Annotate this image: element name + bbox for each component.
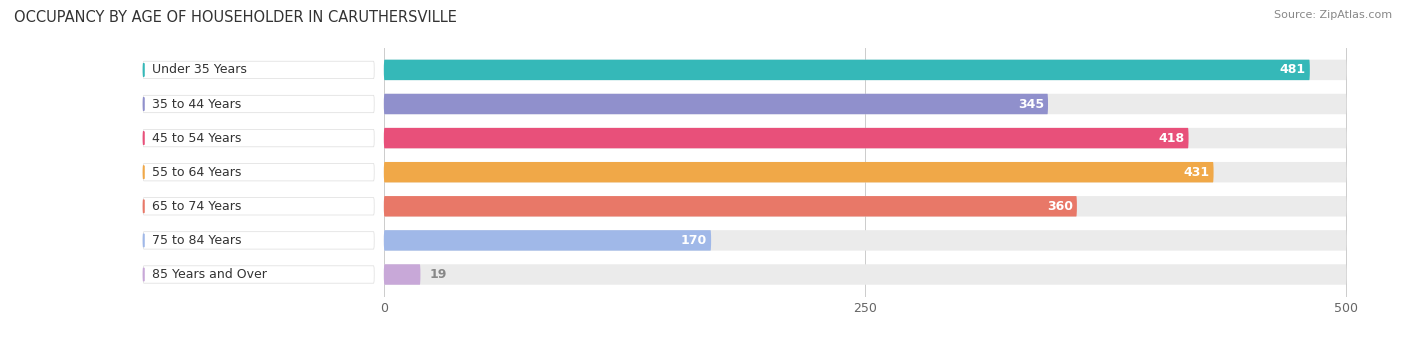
Text: 65 to 74 Years: 65 to 74 Years	[152, 200, 242, 213]
FancyBboxPatch shape	[143, 266, 374, 283]
Text: OCCUPANCY BY AGE OF HOUSEHOLDER IN CARUTHERSVILLE: OCCUPANCY BY AGE OF HOUSEHOLDER IN CARUT…	[14, 10, 457, 25]
FancyBboxPatch shape	[384, 264, 420, 285]
FancyBboxPatch shape	[143, 61, 374, 79]
FancyBboxPatch shape	[384, 230, 711, 251]
FancyBboxPatch shape	[384, 60, 1310, 80]
FancyBboxPatch shape	[384, 264, 1347, 285]
FancyBboxPatch shape	[384, 196, 1347, 217]
FancyBboxPatch shape	[384, 162, 1347, 182]
Text: 75 to 84 Years: 75 to 84 Years	[152, 234, 242, 247]
FancyBboxPatch shape	[384, 196, 1077, 217]
Text: Under 35 Years: Under 35 Years	[152, 63, 247, 76]
Text: 360: 360	[1047, 200, 1073, 213]
Text: 431: 431	[1184, 166, 1209, 179]
FancyBboxPatch shape	[384, 128, 1188, 148]
Text: 45 to 54 Years: 45 to 54 Years	[152, 132, 242, 145]
FancyBboxPatch shape	[143, 232, 374, 249]
Text: 170: 170	[681, 234, 707, 247]
Text: 418: 418	[1159, 132, 1185, 145]
Text: Source: ZipAtlas.com: Source: ZipAtlas.com	[1274, 10, 1392, 20]
Text: 345: 345	[1018, 98, 1045, 110]
FancyBboxPatch shape	[384, 230, 1347, 251]
FancyBboxPatch shape	[143, 198, 374, 215]
Text: 55 to 64 Years: 55 to 64 Years	[152, 166, 242, 179]
FancyBboxPatch shape	[384, 128, 1347, 148]
Text: 35 to 44 Years: 35 to 44 Years	[152, 98, 240, 110]
Text: 85 Years and Over: 85 Years and Over	[152, 268, 267, 281]
FancyBboxPatch shape	[384, 60, 1347, 80]
FancyBboxPatch shape	[384, 94, 1347, 114]
FancyBboxPatch shape	[143, 95, 374, 113]
Text: 481: 481	[1279, 63, 1306, 76]
FancyBboxPatch shape	[143, 164, 374, 181]
Text: 19: 19	[430, 268, 447, 281]
FancyBboxPatch shape	[384, 162, 1213, 182]
FancyBboxPatch shape	[384, 94, 1047, 114]
FancyBboxPatch shape	[143, 129, 374, 147]
